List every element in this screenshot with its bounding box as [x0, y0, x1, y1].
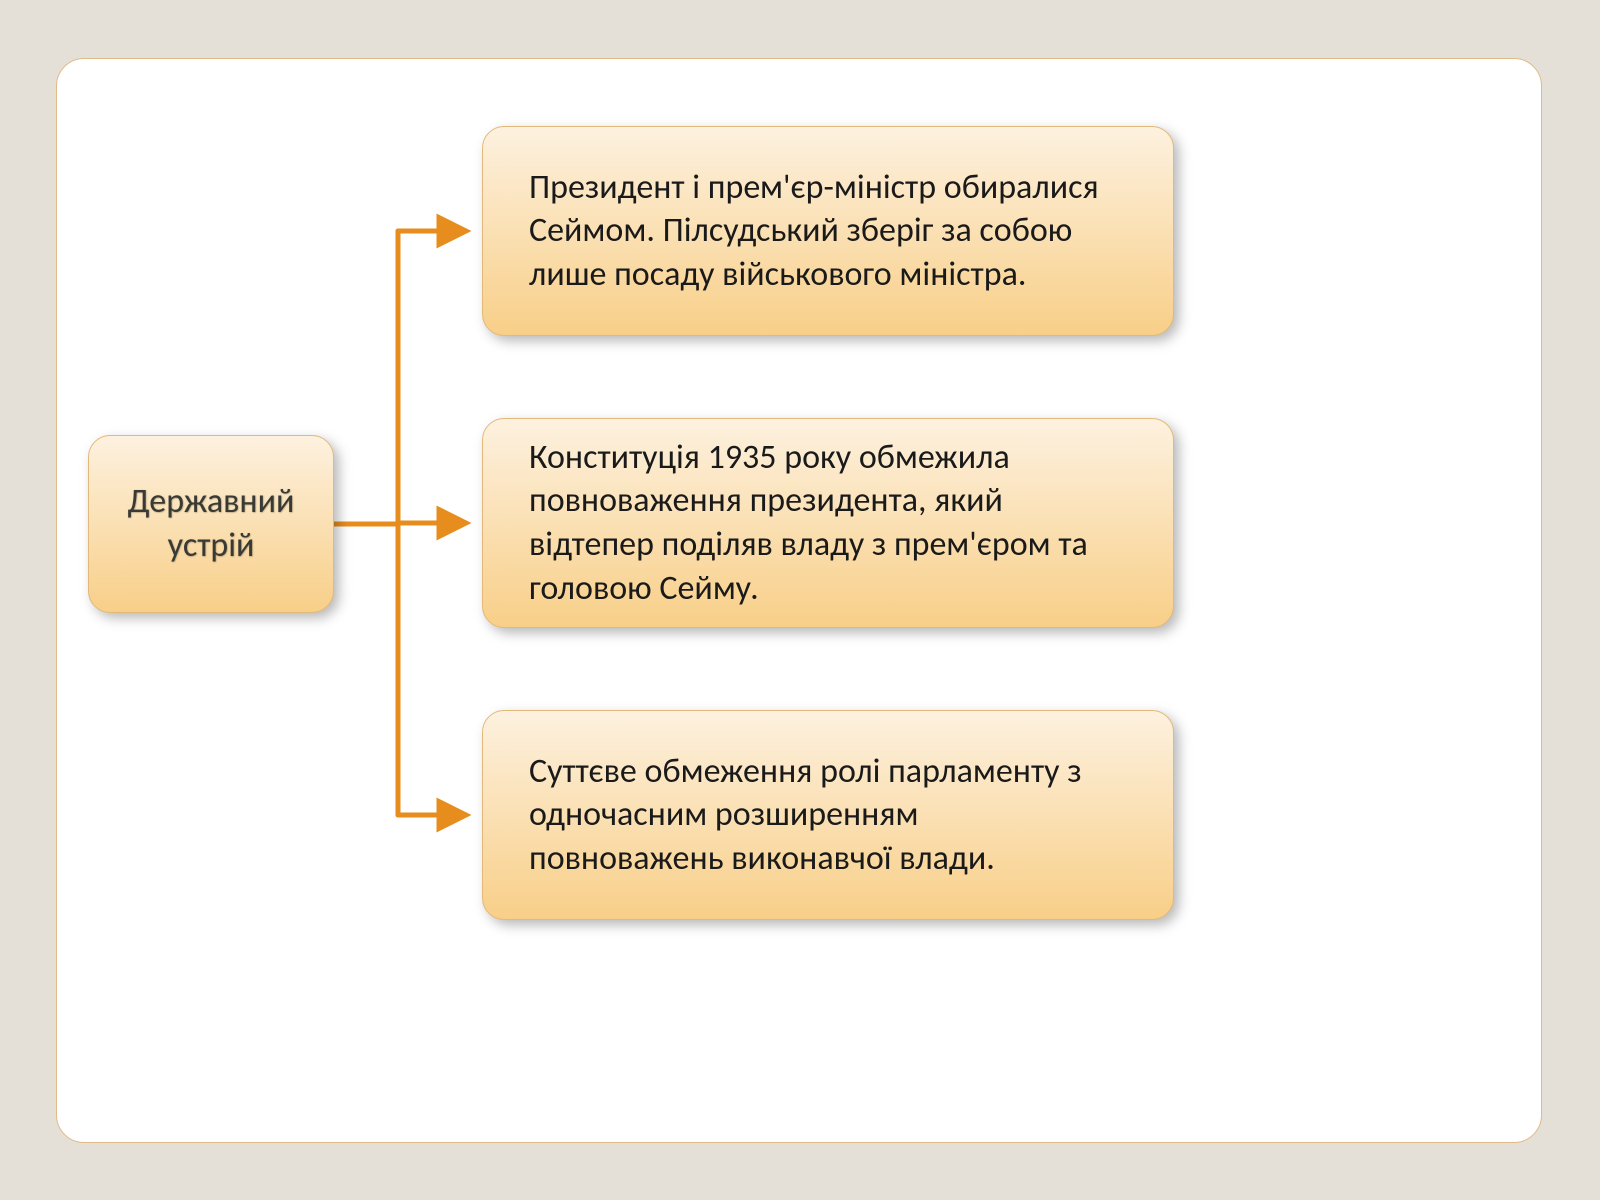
child-node-0: Президент і прем'єр-міністр обиралися Се… [482, 126, 1174, 336]
root-node: Державний устрій [88, 435, 334, 613]
root-node-label: Державний устрій [105, 480, 317, 567]
child-node-2-label: Суттєве обмеження ролі парламенту з одно… [529, 750, 1111, 881]
child-node-2: Суттєве обмеження ролі парламенту з одно… [482, 710, 1174, 920]
child-node-1-label: Конституція 1935 року обмежила повноваже… [529, 436, 1131, 610]
child-node-1: Конституція 1935 року обмежила повноваже… [482, 418, 1174, 628]
diagram-canvas: Державний устрій Президент і прем'єр-мін… [0, 0, 1600, 1200]
child-node-0-label: Президент і прем'єр-міністр обиралися Се… [529, 166, 1117, 297]
